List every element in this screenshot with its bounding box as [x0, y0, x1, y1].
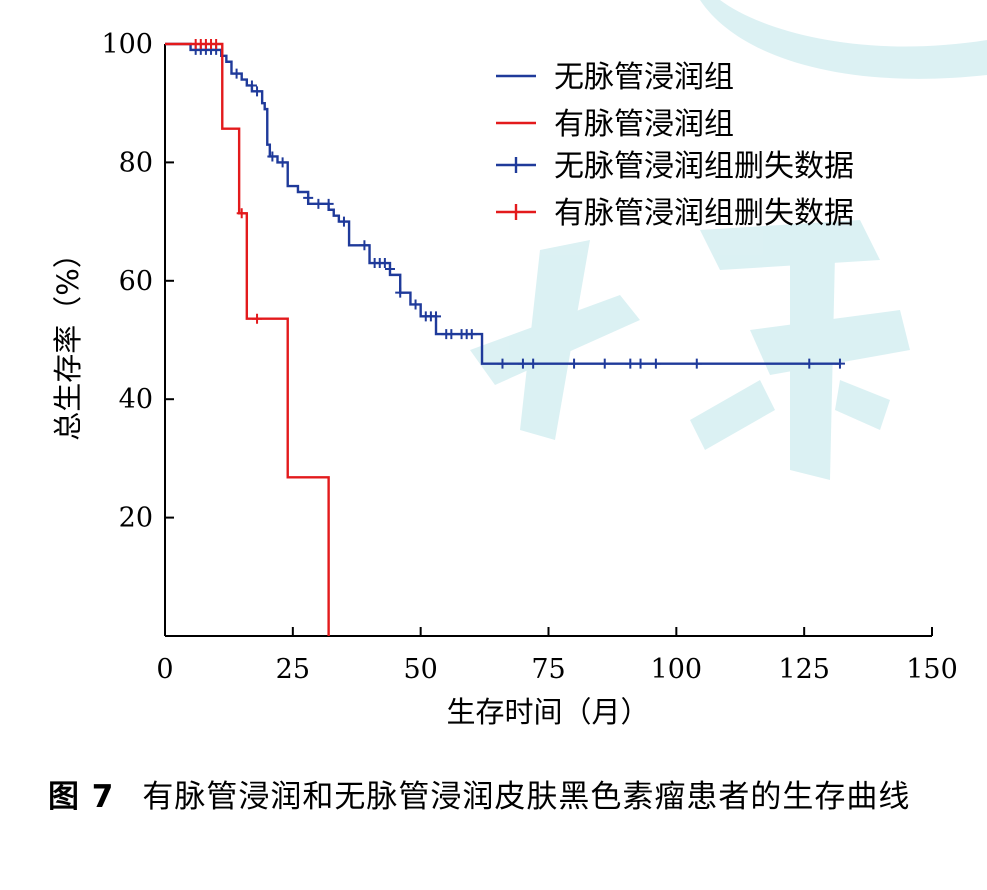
censor-mark — [338, 216, 349, 227]
censor-mark — [691, 358, 702, 369]
x-tick-label: 50 — [403, 654, 437, 685]
censor-mark — [625, 358, 636, 369]
y-tick-label: 40 — [119, 384, 153, 415]
x-tick-label: 75 — [531, 654, 565, 685]
legend-label: 无脉管浸润组 — [554, 60, 734, 95]
censor-mark — [635, 358, 646, 369]
censor-mark — [379, 258, 390, 269]
censor-mark — [252, 313, 263, 324]
series-line — [165, 42, 330, 636]
y-tick-label: 60 — [119, 266, 153, 297]
y-tick-label: 80 — [119, 147, 153, 178]
axes: 0 25 50 75 100 125 150 20 40 60 80 100 — [101, 29, 957, 685]
censor-mark — [446, 329, 457, 340]
censor-mark — [236, 208, 247, 219]
censor-mark — [246, 80, 257, 91]
x-tick-label: 25 — [276, 654, 310, 685]
censor-mark — [528, 358, 539, 369]
series-invasion — [165, 39, 330, 636]
legend-label: 有脉管浸润组删失数据 — [554, 196, 854, 231]
censor-mark — [384, 263, 395, 274]
x-tick-label: 125 — [778, 654, 830, 685]
censor-mark — [313, 198, 324, 209]
legend-label: 有脉管浸润组 — [554, 107, 734, 142]
censor-mark — [231, 68, 242, 79]
caption-label: 图 7 — [48, 779, 115, 815]
censor-mark — [599, 358, 610, 369]
censor-mark — [569, 358, 580, 369]
censor-mark — [431, 311, 442, 322]
censor-mark — [497, 358, 508, 369]
x-tick-label: 0 — [156, 654, 173, 685]
series-layer — [165, 39, 845, 636]
censor-mark — [267, 151, 278, 162]
censor-mark — [277, 157, 288, 168]
censor-mark — [410, 299, 421, 310]
caption-text: 有脉管浸润和无脉管浸润皮肤黑色素瘤患者的生存曲线 — [142, 779, 911, 815]
legend-label: 无脉管浸润组删失数据 — [554, 149, 854, 184]
x-tick-label: 150 — [906, 654, 958, 685]
censor-mark — [804, 358, 815, 369]
censor-mark — [650, 358, 661, 369]
censor-mark — [211, 39, 222, 49]
censor-mark — [303, 192, 314, 203]
figure-caption: 图 7 有脉管浸润和无脉管浸润皮肤黑色素瘤患者的生存曲线 — [48, 770, 948, 824]
censor-mark — [359, 240, 370, 251]
x-tick-label: 100 — [651, 654, 703, 685]
censor-mark — [323, 198, 334, 209]
censor-mark — [395, 287, 406, 298]
x-axis-label: 生存时间（月） — [446, 695, 649, 729]
y-tick-label: 100 — [101, 29, 153, 60]
series-no-invasion — [165, 42, 845, 369]
censor-mark — [466, 329, 477, 340]
censor-mark — [834, 358, 845, 369]
censor-mark — [252, 86, 263, 97]
y-axis-label: 总生存率（%） — [51, 239, 85, 441]
y-tick-label: 20 — [119, 503, 153, 534]
censor-mark — [517, 358, 528, 369]
